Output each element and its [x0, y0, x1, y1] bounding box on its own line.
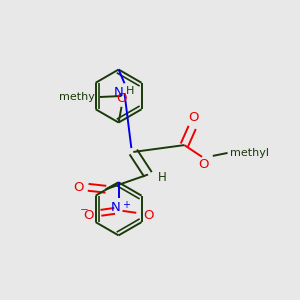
Text: O: O — [143, 209, 154, 222]
Text: +: + — [122, 200, 130, 210]
Text: H: H — [158, 171, 167, 184]
Text: methyl: methyl — [59, 92, 98, 102]
Text: O: O — [188, 112, 198, 124]
Text: methyl: methyl — [230, 148, 268, 158]
Text: O: O — [84, 209, 94, 222]
Text: O: O — [73, 181, 83, 194]
Text: O: O — [199, 158, 209, 171]
Text: N: N — [114, 86, 124, 99]
Text: N: N — [111, 201, 121, 214]
Text: H: H — [125, 86, 134, 96]
Text: O: O — [116, 92, 127, 105]
Text: −: − — [80, 205, 88, 215]
